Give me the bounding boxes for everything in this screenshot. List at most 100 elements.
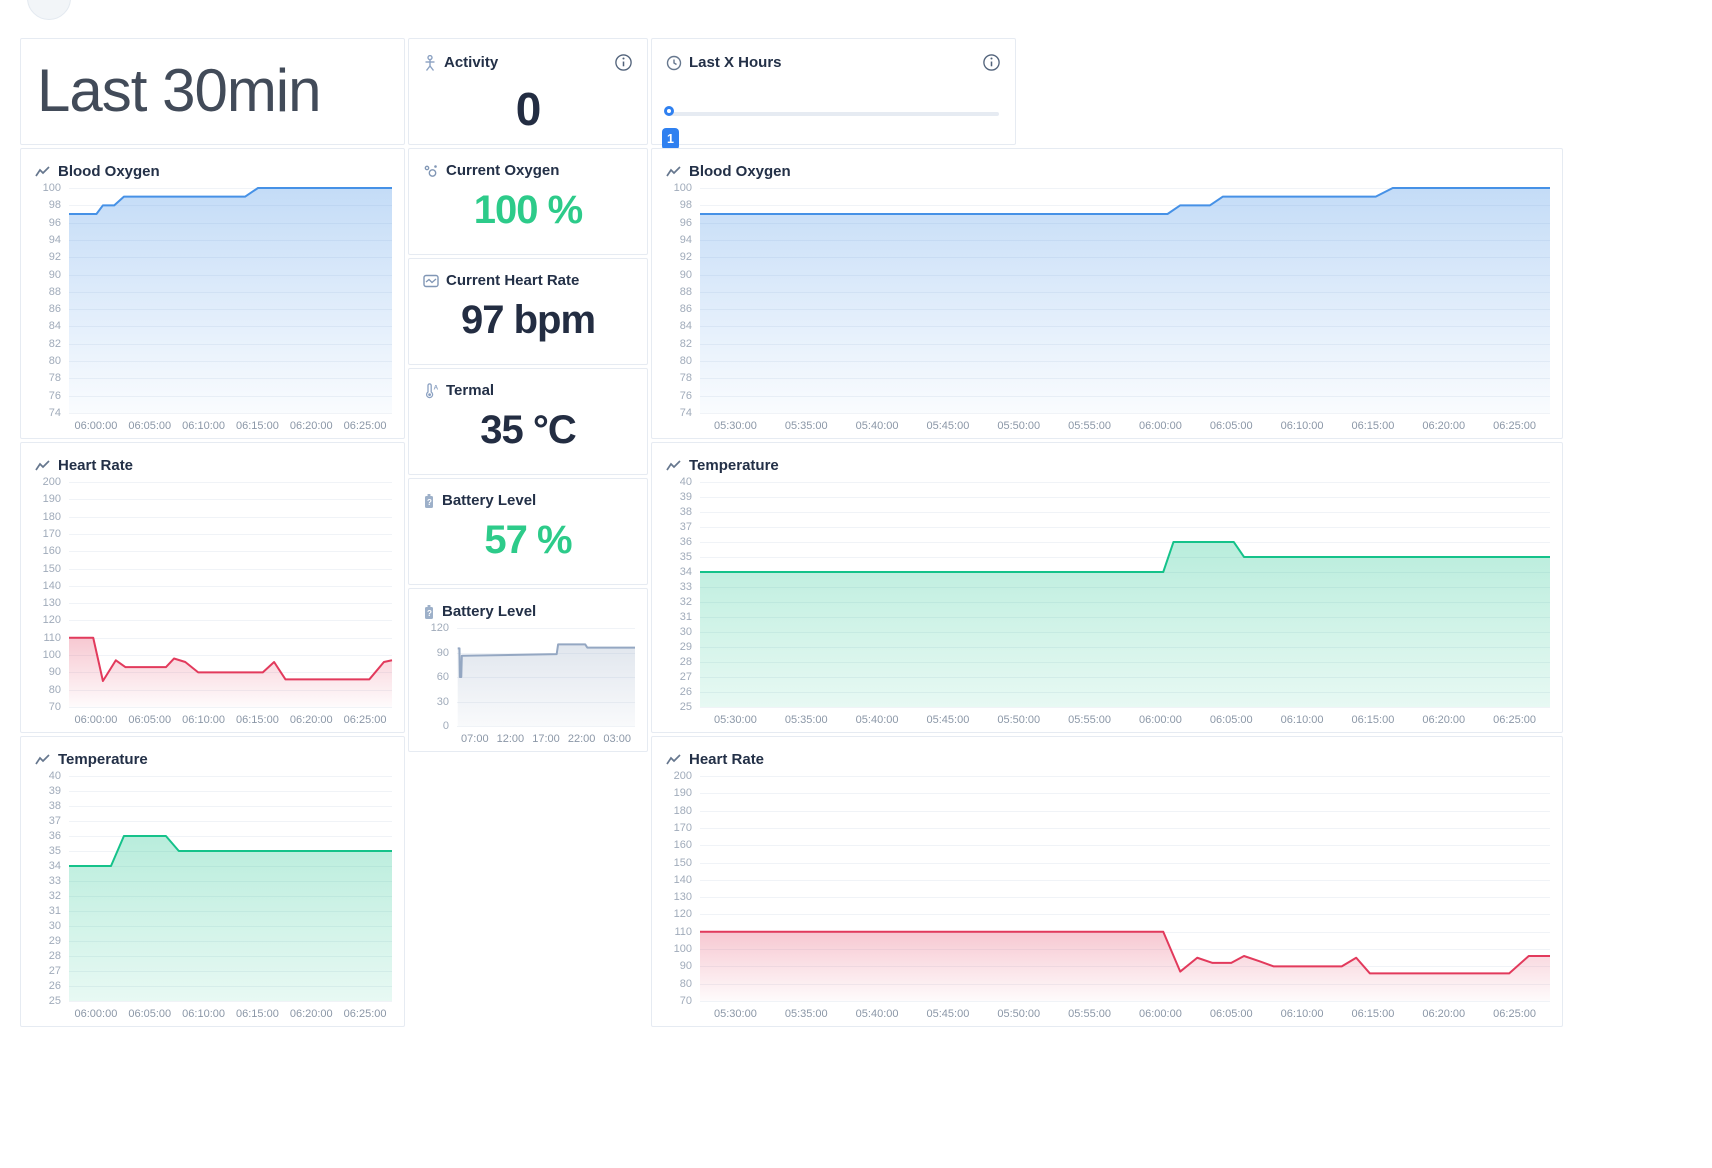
heart-rate-chart-30min: Heart Rate 200 190 180 170 160 150 140 130 120 11… [20, 442, 405, 733]
thermometer-icon: A [425, 382, 439, 398]
gridline [700, 776, 1550, 777]
y-tick-label: 74 [48, 407, 61, 419]
y-tick-label: 100 [42, 649, 61, 662]
activity-value: 0 [515, 83, 542, 135]
y-tick-label: 25 [679, 701, 692, 713]
x-tick-label: 06:15:00 [235, 714, 279, 726]
svg-text:?: ? [427, 609, 432, 618]
slider-track[interactable] [668, 112, 999, 116]
current-oxygen-card: Current Oxygen 100 % [408, 148, 648, 255]
y-tick-label: 27 [679, 671, 692, 683]
y-tick-label: 160 [673, 839, 692, 852]
thermal-value: 35 °C [480, 408, 577, 452]
y-tick-label: 35 [48, 844, 61, 857]
y-tick-label: 180 [673, 804, 692, 817]
x-tick-label: 06:25:00 [343, 714, 387, 726]
y-tick-label: 76 [48, 389, 61, 402]
x-tick-label: 06:00:00 [74, 714, 118, 726]
y-tick-label: 150 [42, 562, 61, 575]
gridline [69, 776, 392, 777]
y-tick-label: 76 [679, 389, 692, 402]
x-tick-label: 06:10:00 [1280, 714, 1324, 726]
y-tick-label: 120 [673, 908, 692, 921]
card-title: Termal [446, 382, 495, 399]
gridline [700, 542, 1550, 543]
gridline [700, 827, 1550, 829]
x-tick-label: 06:10:00 [182, 420, 225, 432]
heart-rate-chart-hours: Heart Rate 200 190 180 170 160 150 140 130 120 11… [651, 736, 1563, 1027]
info-icon[interactable] [982, 53, 1001, 72]
info-icon[interactable] [614, 53, 633, 72]
x-tick-label: 05:50:00 [997, 420, 1041, 432]
battery-icon: ? [425, 604, 433, 619]
gridline [700, 188, 1550, 189]
battery-level-card: ? Battery Level 57 % [408, 478, 648, 585]
y-tick-label: 74 [679, 407, 692, 419]
person-icon [425, 54, 435, 71]
y-tick-label: 92 [48, 251, 61, 264]
y-tick-label: 30 [436, 695, 449, 708]
y-tick-label: 26 [679, 686, 692, 698]
gridline [700, 205, 1550, 207]
gridline [700, 1001, 1550, 1002]
gridline [69, 516, 392, 518]
x-tick-label: 06:15:00 [235, 420, 279, 432]
x-tick-label: 06:05:00 [128, 420, 172, 432]
gridline [700, 914, 1550, 916]
y-tick-label: 150 [673, 856, 692, 869]
oxygen-molecule-icon [424, 164, 437, 177]
y-tick-label: 94 [48, 233, 61, 246]
left-heart-rate-series [69, 482, 392, 707]
left-blood-oxygen-series [69, 188, 392, 413]
y-tick-label: 35 [679, 550, 692, 563]
blood-oxygen-chart-hours: Blood Oxygen 100 98 96 94 92 90 88 86 84 82 80 78 76… [651, 148, 1563, 439]
x-tick-label: 06:20:00 [289, 420, 333, 432]
y-tick-label: 38 [48, 800, 61, 812]
x-tick-label: 06:25:00 [343, 420, 387, 432]
x-tick-label: 06:05:00 [1209, 420, 1253, 432]
y-tick-label: 100 [673, 943, 692, 956]
card-title: Last X Hours [689, 54, 782, 71]
current-heart-rate-value: 97 bpm [460, 298, 596, 342]
y-tick-label: 160 [42, 545, 61, 558]
x-tick-label: 06:05:00 [1209, 1008, 1253, 1020]
gridline [69, 806, 392, 807]
y-tick-label: 80 [679, 355, 692, 368]
y-tick-label: 100 [673, 182, 692, 194]
y-tick-label: 80 [48, 683, 61, 696]
slider-value-badge: 1 [662, 128, 679, 150]
line-chart-icon [666, 459, 681, 470]
line-chart-icon [666, 165, 681, 176]
x-tick-label: 05:30:00 [713, 714, 757, 726]
x-tick-label: 05:40:00 [855, 714, 899, 726]
y-tick-label: 37 [48, 815, 61, 827]
chart-title: Temperature [58, 751, 148, 768]
slider-handle[interactable] [664, 106, 674, 116]
gridline [700, 413, 1550, 414]
y-tick-label: 90 [48, 666, 61, 679]
y-tick-label: 70 [679, 995, 692, 1007]
gridline [700, 845, 1550, 847]
y-tick-label: 38 [679, 506, 692, 518]
y-tick-label: 90 [679, 960, 692, 973]
y-tick-label: 90 [48, 268, 61, 281]
gridline [69, 413, 392, 414]
x-tick-label: 05:35:00 [784, 714, 828, 726]
x-tick-label: 06:05:00 [128, 1008, 172, 1020]
gridline [700, 810, 1550, 812]
x-tick-label: 06:25:00 [1493, 714, 1536, 726]
y-tick-label: 36 [679, 536, 692, 548]
x-tick-label: 06:10:00 [182, 714, 225, 726]
battery-level-series [457, 628, 635, 726]
y-tick-label: 40 [48, 770, 61, 782]
x-tick-label: 06:00:00 [74, 420, 118, 432]
line-chart-icon [666, 753, 681, 764]
x-tick-label: 06:15:00 [235, 1008, 279, 1020]
gridline [457, 652, 635, 654]
x-tick-label: 05:45:00 [926, 1008, 970, 1020]
x-tick-label: 06:00:00 [1138, 1008, 1182, 1020]
y-tick-label: 96 [679, 216, 692, 229]
battery-level-chart: ? Battery Level 120 90 60 30 0 07:00 12:00 17:… [408, 588, 648, 752]
x-tick-label: 06:00:00 [1138, 714, 1182, 726]
y-tick-label: 110 [674, 925, 692, 938]
